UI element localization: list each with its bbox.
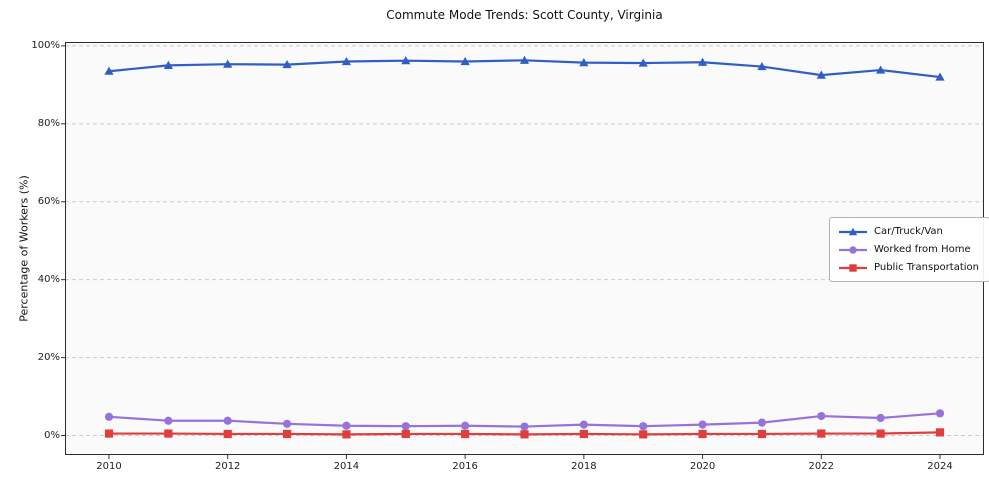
legend: Car/Truck/Van Worked from Home Public Tran… (829, 217, 989, 282)
square-marker (223, 429, 232, 439)
legend-item: Worked from Home (838, 242, 979, 257)
x-tick-label: 2020 (689, 461, 716, 472)
x-tick-label: 2012 (214, 461, 241, 472)
circle-legend-sample-icon (839, 245, 867, 254)
x-tick-label: 2016 (452, 461, 478, 472)
square-marker (164, 429, 173, 438)
circle-marker (579, 420, 588, 429)
x-tick-label: 2022 (808, 461, 834, 472)
circle-marker (461, 421, 470, 430)
square-marker (698, 429, 707, 439)
circle-marker (935, 409, 945, 418)
legend-item: Car/Truck/Van (838, 224, 979, 239)
triangle-marker (876, 65, 886, 74)
circle-marker (342, 421, 351, 430)
circle-marker (639, 422, 648, 431)
triangle-marker (757, 61, 767, 71)
square-marker (461, 429, 470, 439)
square-marker (520, 430, 529, 439)
square-marker (282, 429, 292, 439)
y-axis-label: Percentage of Workers (%) (17, 175, 31, 322)
triangle-legend-sample-icon (839, 227, 867, 235)
circle-marker (757, 418, 767, 427)
triangle-marker (579, 58, 589, 67)
triangle-marker (401, 56, 411, 65)
triangle-marker (163, 60, 173, 69)
square-marker (401, 429, 410, 439)
circle-marker (817, 411, 826, 421)
circle-marker (164, 416, 173, 425)
y-tick-label: 60% (37, 195, 60, 207)
square-marker (876, 429, 885, 438)
circle-marker (698, 420, 707, 429)
circle-marker (876, 413, 885, 423)
y-tick-label: 20% (37, 351, 60, 363)
triangle-marker (697, 57, 708, 66)
triangle-marker (848, 227, 858, 235)
square-marker (342, 430, 351, 439)
circle-marker (520, 422, 529, 431)
triangle-marker (519, 55, 530, 64)
x-tick-label: 2018 (571, 461, 597, 472)
triangle-marker (282, 59, 292, 69)
square-marker (935, 428, 945, 437)
square-marker (849, 263, 857, 272)
circle-marker (282, 419, 292, 428)
legend-label: Car/Truck/Van (874, 226, 943, 237)
legend-label: Worked from Home (874, 244, 971, 255)
square-marker (104, 429, 114, 438)
y-tick-label: 100% (31, 39, 60, 51)
circle-marker (223, 416, 232, 425)
triangle-marker (935, 72, 945, 81)
chart-title: Commute Mode Trends: Scott County, Virgi… (386, 8, 663, 22)
square-marker (579, 429, 588, 439)
legend-item: Public Transportation (838, 260, 979, 275)
triangle-marker (816, 70, 826, 79)
triangle-marker (460, 56, 470, 66)
circle-marker (401, 422, 410, 431)
y-tick-label: 0% (44, 429, 60, 441)
circle-marker (104, 412, 114, 421)
x-tick-label: 2010 (96, 461, 122, 472)
triangle-marker (223, 59, 233, 68)
circle-marker (849, 245, 857, 254)
triangle-marker (341, 56, 352, 66)
triangle-marker (638, 58, 648, 67)
square-marker (817, 429, 826, 438)
x-tick-label: 2024 (927, 461, 953, 472)
legend-label: Public Transportation (874, 262, 979, 273)
square-legend-sample-icon (839, 263, 867, 272)
square-marker (757, 429, 767, 439)
triangle-marker (104, 66, 114, 75)
x-tick-label: 2014 (333, 461, 360, 472)
y-tick-label: 80% (37, 117, 60, 129)
y-tick-label: 40% (37, 273, 60, 285)
square-marker (639, 430, 648, 439)
